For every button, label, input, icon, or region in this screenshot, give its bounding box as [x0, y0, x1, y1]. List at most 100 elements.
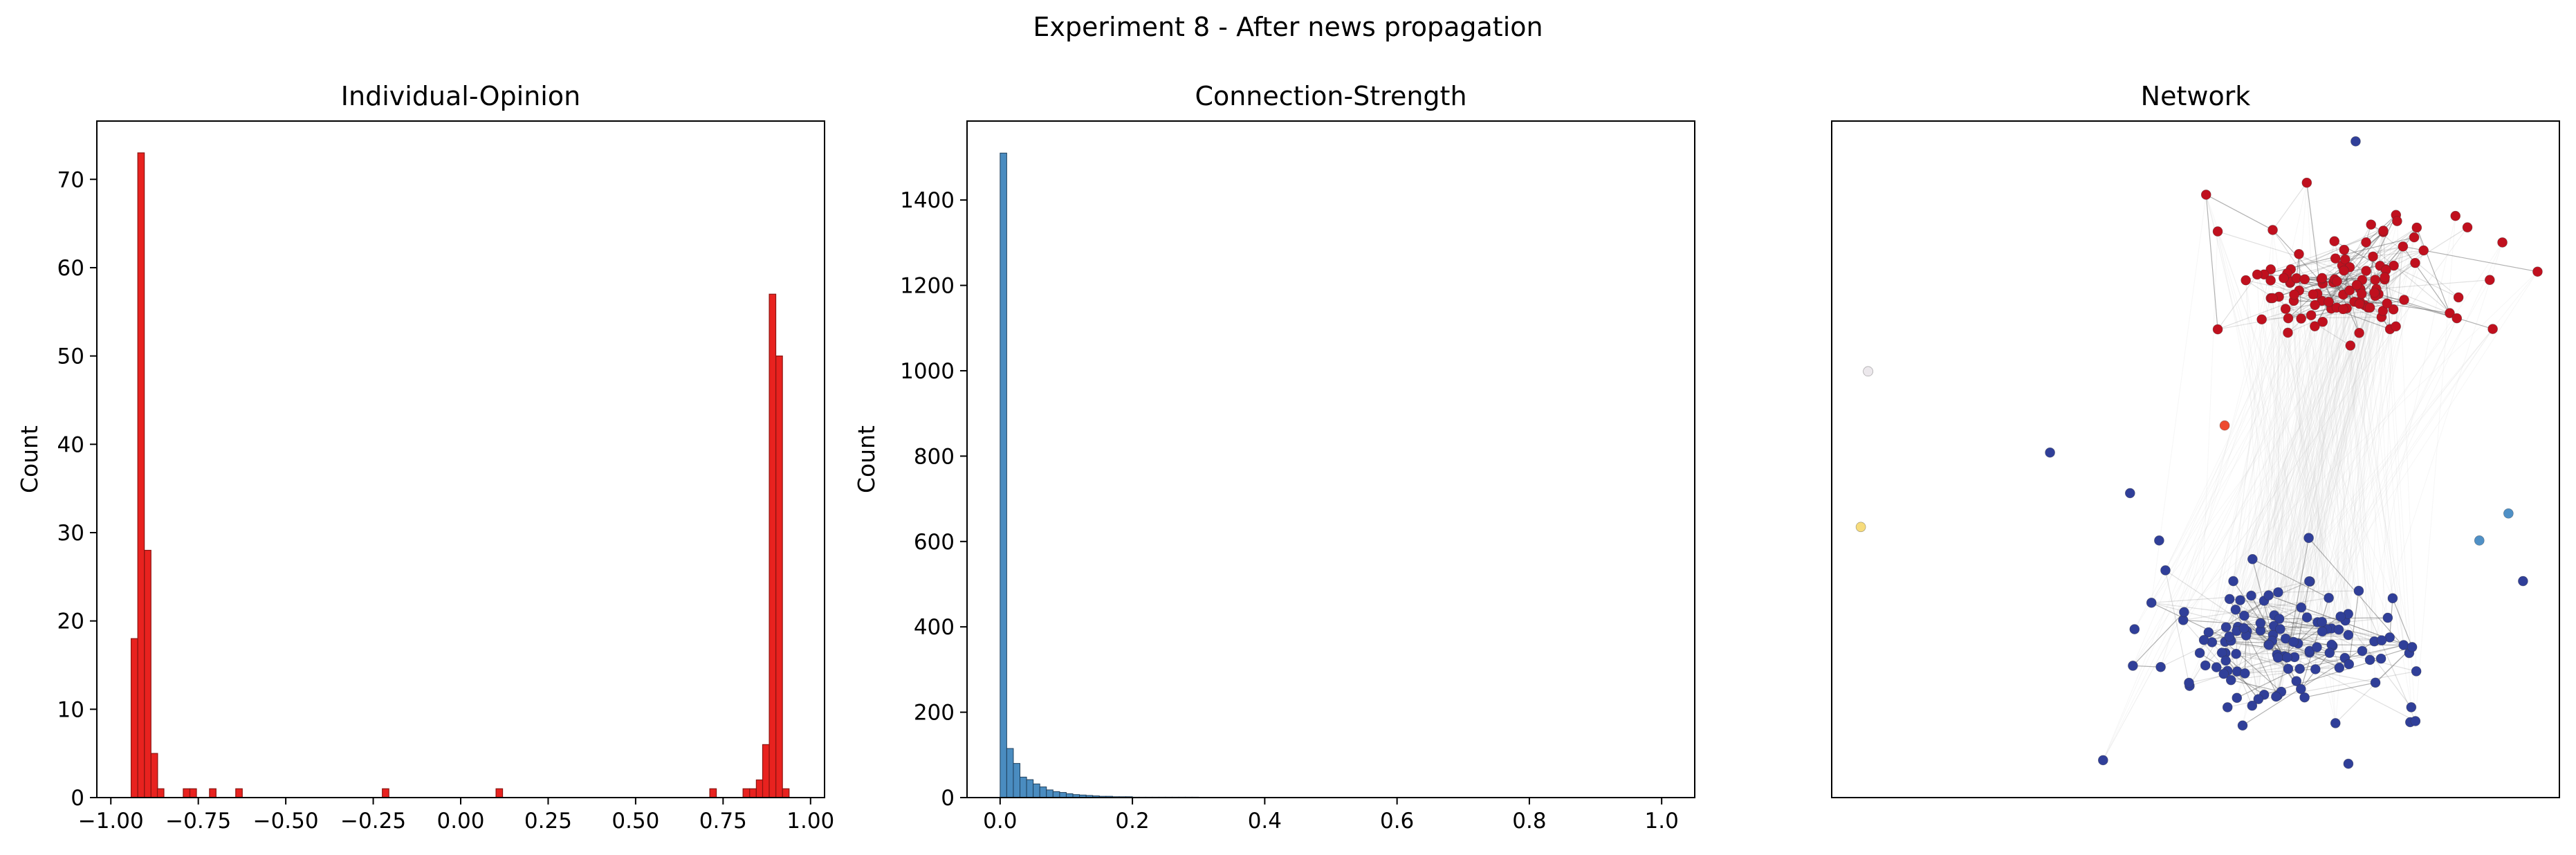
- network-edge: [2321, 242, 2503, 632]
- network-edge: [2345, 279, 2385, 621]
- individual-opinion-histogram: Individual-Opinion Count −1.00 −0.75 −0.50…: [16, 81, 834, 834]
- network-edge: [2281, 308, 2348, 692]
- network-edge: [2277, 296, 2280, 658]
- network-node: [2354, 298, 2365, 309]
- network-edge: [2245, 280, 2301, 690]
- network-edge: [2286, 309, 2332, 658]
- network-edge: [2160, 297, 2272, 668]
- network-edge: [2350, 345, 2376, 683]
- network-edge: [2277, 295, 2376, 696]
- network-node: [2154, 535, 2164, 546]
- network-node: [2155, 661, 2166, 672]
- network-edge: [2344, 259, 2391, 638]
- network-edge: [2160, 641, 2213, 668]
- network-edge: [2268, 294, 2344, 645]
- network-edge: [2331, 309, 2394, 629]
- network-edge: [2151, 194, 2207, 603]
- network-node: [2179, 607, 2189, 618]
- histogram-bar: [769, 293, 777, 798]
- x-tick-label: 0.0: [983, 809, 1017, 834]
- network-node: [2485, 275, 2495, 285]
- network-edge: [2183, 619, 2327, 630]
- network-edge: [2205, 194, 2273, 230]
- network-node: [2350, 136, 2361, 147]
- network-edge: [2189, 652, 2330, 683]
- network-node: [2387, 593, 2398, 604]
- network-node: [2453, 292, 2464, 303]
- network-node: [2317, 616, 2328, 627]
- network-node: [2310, 300, 2320, 311]
- network-edge: [2376, 279, 2490, 290]
- network-node: [2228, 576, 2238, 587]
- y-tick-label: 1200: [900, 274, 955, 299]
- network-edge: [2283, 622, 2318, 657]
- network-edge: [2233, 273, 2288, 582]
- network-edge: [2261, 319, 2308, 618]
- y-tick-label: 0: [941, 786, 955, 811]
- network-edge: [2260, 623, 2279, 696]
- network-node: [2357, 645, 2368, 656]
- network-node: [2308, 289, 2319, 300]
- x-tick-label: 1.00: [786, 809, 834, 834]
- histogram-bar: [150, 753, 158, 798]
- network-node: [2247, 553, 2258, 564]
- network-edge: [2342, 294, 2346, 659]
- network-edge: [2384, 279, 2412, 708]
- network-node: [2324, 593, 2334, 603]
- histogram-bar: [382, 788, 389, 798]
- network-edge: [2339, 288, 2377, 668]
- network-edge: [2189, 609, 2236, 686]
- network-edge: [2285, 270, 2366, 310]
- histogram-bar: [235, 788, 243, 798]
- network-edge: [2208, 183, 2308, 633]
- network-edge: [2242, 641, 2375, 726]
- network-edge: [2277, 345, 2351, 658]
- network-node: [1855, 522, 1866, 533]
- network-edge: [2256, 274, 2393, 599]
- network-edge: [2199, 652, 2265, 695]
- opinion-title: Individual-Opinion: [341, 81, 580, 111]
- network-edge: [2231, 640, 2349, 665]
- y-tick-label: 600: [914, 530, 955, 555]
- network-node: [2219, 420, 2230, 431]
- network-edge: [2245, 279, 2351, 347]
- network-edge: [2272, 182, 2308, 230]
- network-edge: [2301, 309, 2332, 608]
- network-node: [2239, 610, 2250, 621]
- figure-title: Experiment 8 - After news propagation: [1033, 12, 1543, 42]
- network-edge: [2205, 194, 2218, 330]
- network-edge: [2279, 296, 2346, 659]
- network-edge: [2277, 295, 2376, 696]
- network-edge: [2349, 232, 2384, 268]
- x-tick-label: 0.4: [1248, 809, 1282, 834]
- network-edge: [2294, 277, 2386, 658]
- network-edge: [2237, 300, 2294, 627]
- network-node: [2324, 647, 2335, 659]
- network-edge: [2315, 668, 2416, 721]
- network-node: [2235, 595, 2245, 605]
- network-edge: [2268, 288, 2377, 645]
- network-node: [2382, 612, 2393, 623]
- histogram-bar: [130, 638, 138, 798]
- y-tick-label: 0: [71, 786, 84, 811]
- network-edge: [2316, 279, 2363, 647]
- network-node: [2128, 661, 2138, 671]
- network-edge: [2359, 214, 2397, 290]
- network-edge: [2374, 292, 2493, 330]
- network-edge: [2345, 620, 2412, 708]
- network-edge: [2301, 329, 2494, 608]
- network-node: [2407, 642, 2418, 652]
- network-edge: [2243, 311, 2384, 616]
- opinion-bars: [130, 152, 790, 798]
- histogram-bar: [782, 788, 790, 798]
- network-edge: [2236, 259, 2346, 698]
- network-edge: [2205, 318, 2458, 666]
- network-node: [2280, 304, 2291, 314]
- network-edge: [2183, 326, 2315, 613]
- network-node: [2474, 535, 2485, 546]
- network-node: [2354, 328, 2364, 338]
- network-edge: [2164, 570, 2190, 686]
- network-node: [2324, 297, 2334, 307]
- network-edge: [2299, 290, 2346, 621]
- strength-title: Connection-Strength: [1195, 81, 1466, 111]
